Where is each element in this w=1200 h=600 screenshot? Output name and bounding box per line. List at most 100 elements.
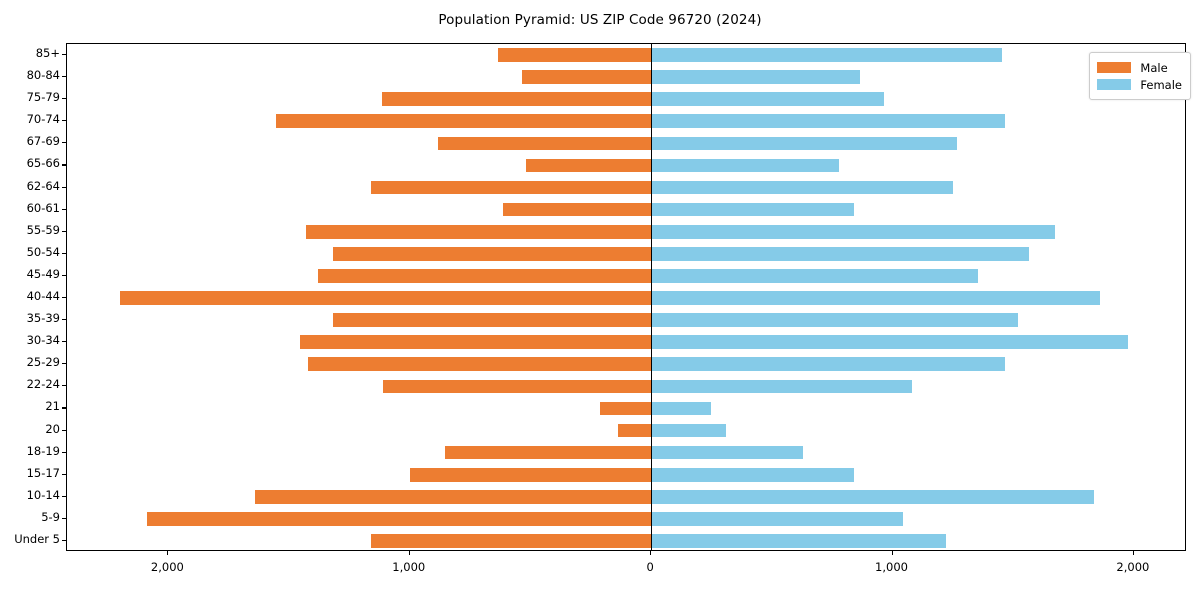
bar-female xyxy=(651,92,885,107)
bar-male xyxy=(444,445,652,460)
y-axis-tick-mark xyxy=(62,385,66,387)
bar-row xyxy=(67,401,1185,416)
y-axis-tick-label: 65-66 xyxy=(26,156,60,171)
chart-legend: Male Female xyxy=(1089,52,1191,100)
bar-male xyxy=(409,467,652,482)
bar-row xyxy=(67,136,1185,151)
chart-title: Population Pyramid: US ZIP Code 96720 (2… xyxy=(438,12,762,28)
bar-male xyxy=(308,357,652,372)
bar-male xyxy=(299,335,652,349)
y-axis-tick-mark xyxy=(62,186,66,188)
bar-female xyxy=(651,445,804,460)
legend-label-female: Female xyxy=(1140,77,1182,92)
bar-male xyxy=(521,70,652,84)
plot-frame xyxy=(66,43,1186,551)
legend-swatch-male-icon xyxy=(1097,62,1132,73)
y-axis-tick-label: 5-9 xyxy=(41,509,60,524)
bar-female xyxy=(651,423,727,438)
y-axis-tick-label: 25-29 xyxy=(26,355,60,370)
y-axis-tick-mark xyxy=(62,363,66,365)
bar-row xyxy=(67,467,1185,482)
bar-male xyxy=(437,136,652,151)
bar-row xyxy=(67,357,1185,372)
y-axis-tick-mark xyxy=(62,319,66,321)
bar-female xyxy=(651,246,1029,261)
x-axis-tick-mark xyxy=(891,551,893,555)
bar-female xyxy=(651,48,1003,62)
bar-female xyxy=(651,291,1101,305)
y-axis-tick-label: 85+ xyxy=(35,46,60,61)
y-axis-tick-mark xyxy=(62,297,66,299)
y-axis-tick-mark xyxy=(62,98,66,100)
bar-female xyxy=(651,158,840,173)
x-axis-tick-label: 0 xyxy=(646,560,654,574)
y-axis-tick-label: 62-64 xyxy=(26,178,60,193)
bar-female xyxy=(651,70,860,84)
bar-male xyxy=(371,180,652,195)
bar-row xyxy=(67,423,1185,438)
x-axis-tick-mark xyxy=(1132,551,1134,555)
bar-female xyxy=(651,136,957,151)
bar-row xyxy=(67,269,1185,283)
y-axis-tick-mark xyxy=(62,451,66,453)
bar-male xyxy=(305,224,652,239)
y-axis-tick-mark xyxy=(62,517,66,519)
bar-male xyxy=(502,202,652,217)
bar-row xyxy=(67,202,1185,217)
bar-female xyxy=(651,335,1128,349)
legend-item-male[interactable]: Male xyxy=(1097,59,1182,76)
y-axis-tick-label: 45-49 xyxy=(26,266,60,281)
y-axis-tick-mark xyxy=(62,473,66,475)
bar-female xyxy=(651,467,854,482)
legend-item-female[interactable]: Female xyxy=(1097,76,1182,93)
x-axis-tick-label: 1,000 xyxy=(875,560,908,574)
bar-male xyxy=(255,489,652,504)
bar-female xyxy=(651,534,946,548)
y-axis-tick-mark xyxy=(62,208,66,210)
bar-male xyxy=(318,269,652,283)
y-axis-tick-mark xyxy=(62,142,66,144)
bar-female xyxy=(651,269,979,283)
x-axis-tick-label: 2,000 xyxy=(150,560,184,574)
y-axis-tick-label: 18-19 xyxy=(26,443,60,458)
bar-row xyxy=(67,512,1185,526)
x-axis-tick-label: 2,000 xyxy=(1116,560,1150,574)
y-axis-tick-mark xyxy=(62,120,66,122)
y-axis-tick-label: 75-79 xyxy=(26,90,60,105)
y-axis-tick-label: 20 xyxy=(45,421,60,436)
bar-male xyxy=(617,423,652,438)
y-axis-tick-label: 40-44 xyxy=(26,289,60,303)
y-axis-tick-label: 35-39 xyxy=(26,311,60,326)
x-axis-tick-label: 1,000 xyxy=(392,560,426,574)
y-axis-tick-mark xyxy=(62,252,66,254)
y-axis-tick-mark xyxy=(62,164,66,166)
bar-male xyxy=(332,246,652,261)
bar-row xyxy=(67,489,1185,504)
y-axis-tick-label: 80-84 xyxy=(26,68,60,83)
legend-label-male: Male xyxy=(1140,60,1168,75)
y-axis-tick-label: 10-14 xyxy=(26,487,60,502)
y-axis-tick-mark xyxy=(62,429,66,431)
bar-row xyxy=(67,224,1185,239)
bar-row xyxy=(67,158,1185,173)
bar-row xyxy=(67,92,1185,107)
bar-row xyxy=(67,70,1185,84)
zero-axis-line xyxy=(651,44,653,550)
y-axis-tick-mark xyxy=(62,76,66,78)
bar-male xyxy=(276,114,652,129)
bar-male xyxy=(599,401,652,416)
bar-row xyxy=(67,48,1185,62)
bar-male xyxy=(382,92,652,107)
x-axis-tick-mark xyxy=(650,551,652,555)
bar-row xyxy=(67,313,1185,327)
y-axis-tick-label: 15-17 xyxy=(26,465,60,480)
bar-female xyxy=(651,357,1005,372)
bar-female xyxy=(651,379,912,394)
bar-male xyxy=(525,158,652,173)
bar-row xyxy=(67,291,1185,305)
y-axis-tick-mark xyxy=(62,341,66,343)
bar-female xyxy=(651,202,854,217)
bar-female xyxy=(651,114,1006,129)
y-axis-tick-label: 70-74 xyxy=(26,112,60,127)
